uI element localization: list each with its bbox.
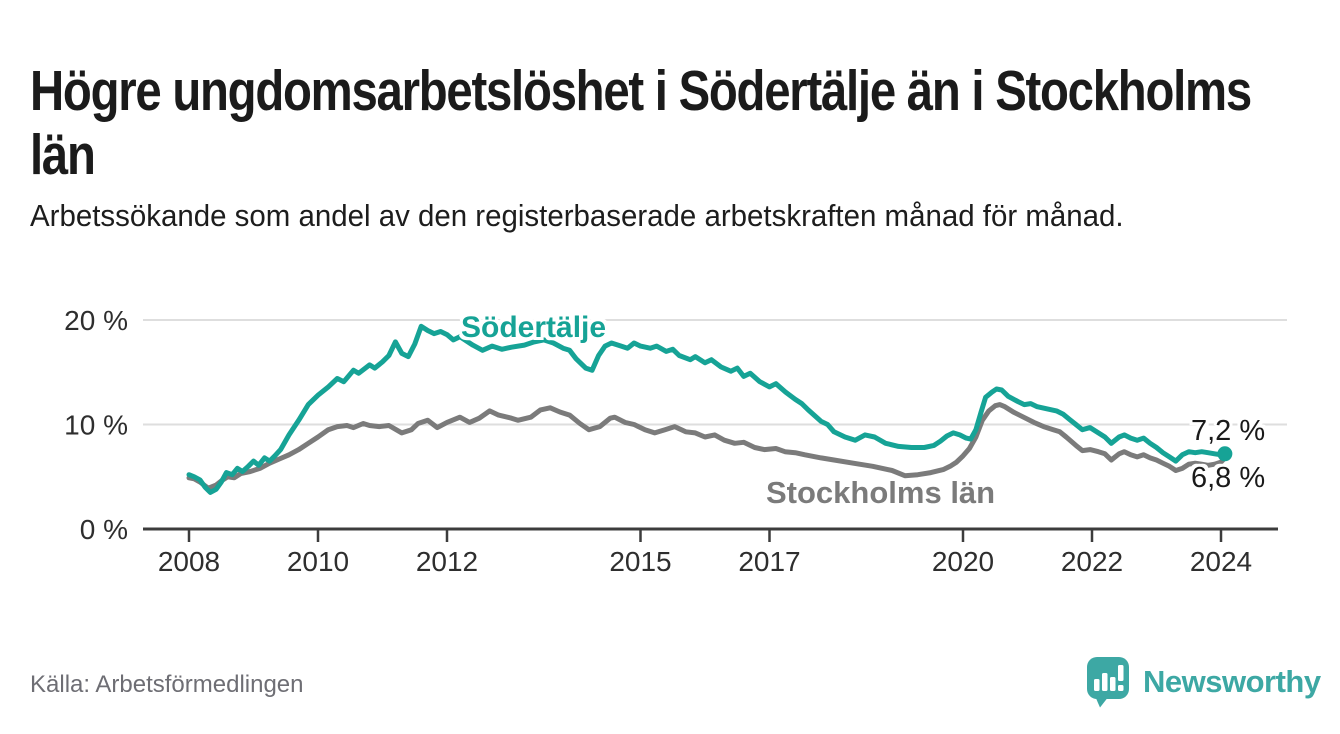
x-tick-label: 2012 xyxy=(416,546,478,577)
x-tick-label: 2015 xyxy=(609,546,671,577)
series-end-dot xyxy=(1217,446,1233,462)
x-tick-label: 2010 xyxy=(287,546,349,577)
y-tick-label: 0 % xyxy=(80,514,128,545)
series-line-s-dert-lje xyxy=(186,323,1228,495)
end-value-label-stockholms-lan: 6,8 % xyxy=(1191,462,1266,494)
x-tick-label: 2024 xyxy=(1190,546,1252,577)
y-tick-label: 20 % xyxy=(64,305,128,336)
page-title: Högre ungdomsarbetslöshet i Södertälje ä… xyxy=(30,59,1252,188)
x-tick-label: 2008 xyxy=(158,546,220,577)
y-tick-label: 10 % xyxy=(64,410,128,441)
series-label-sodertalje: Södertälje xyxy=(461,311,607,344)
newsworthy-logo: Newsworthy xyxy=(1086,656,1321,708)
end-value-label-sodertalje: 7,2 % xyxy=(1191,415,1266,447)
newsworthy-logo-icon xyxy=(1087,657,1129,708)
newsworthy-wordmark: Newsworthy xyxy=(1143,664,1321,699)
source-attribution: Källa: Arbetsförmedlingen xyxy=(30,671,304,698)
x-tick-label: 2017 xyxy=(738,546,800,577)
x-tick-label: 2020 xyxy=(932,546,994,577)
x-tick-label: 2022 xyxy=(1061,546,1123,577)
series-line-stockholms-l-n xyxy=(186,402,1228,491)
chart-subtitle: Arbetssökande som andel av den registerb… xyxy=(30,198,1124,233)
series-label-stockholms-lan: Stockholms län xyxy=(766,475,996,510)
